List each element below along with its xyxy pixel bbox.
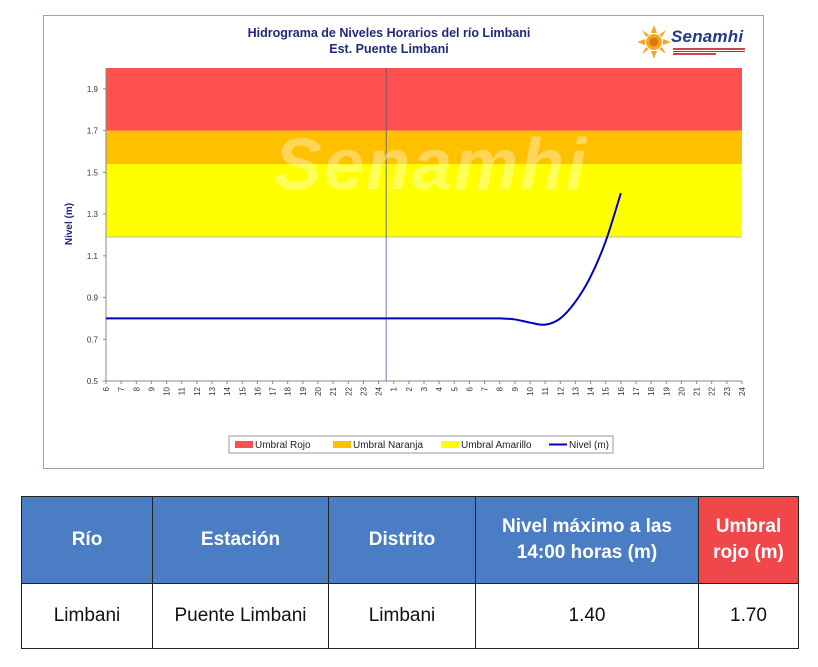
x-tick-label-1: 7 <box>117 386 126 391</box>
y-tick-label-4: 1.3 <box>87 210 99 219</box>
x-tick-label-24: 6 <box>465 386 474 391</box>
x-tick-label-33: 15 <box>602 386 611 395</box>
y-tick-label-1: 0.7 <box>87 335 99 344</box>
y-tick-label-6: 1.7 <box>87 127 99 136</box>
chart-title: Hidrograma de Niveles Horarios del río L… <box>248 26 531 40</box>
x-tick-label-11: 17 <box>269 386 278 395</box>
chart-frame: Hidrograma de Niveles Horarios del río L… <box>43 15 764 469</box>
legend-box <box>228 435 614 454</box>
x-tick-label-40: 22 <box>708 386 717 395</box>
x-tick-label-5: 11 <box>178 386 187 395</box>
legend-swatch-0 <box>235 441 253 448</box>
logo-wordmark: Senamhi <box>671 27 744 46</box>
x-tick-label-29: 11 <box>541 386 550 395</box>
cell-estacion: Puente Limbani <box>152 583 329 649</box>
sun-logo-icon <box>637 25 671 59</box>
y-tick-label-2: 0.9 <box>87 294 99 303</box>
x-tick-label-28: 10 <box>526 386 535 395</box>
legend-label-0: Umbral Rojo <box>255 440 311 451</box>
x-tick-label-39: 21 <box>693 386 702 395</box>
hydrograph-chart: Hidrograma de Niveles Horarios del río L… <box>64 26 747 454</box>
header-rio: Río <box>21 496 153 584</box>
x-tick-label-16: 22 <box>344 386 353 395</box>
x-tick-label-38: 20 <box>677 386 686 395</box>
x-tick-label-3: 9 <box>147 386 156 391</box>
table-row: Limbani Puente Limbani Limbani 1.40 1.70 <box>21 583 799 649</box>
cell-umbral-rojo: 1.70 <box>698 583 799 649</box>
header-distrito: Distrito <box>328 496 476 584</box>
logo-subtitle-lines <box>673 48 745 55</box>
legend-label-2: Umbral Amarillo <box>461 440 532 451</box>
x-tick-label-18: 24 <box>375 386 384 395</box>
x-tick-label-35: 17 <box>632 386 641 395</box>
x-tick-label-27: 9 <box>511 386 520 391</box>
cell-rio: Limbani <box>21 583 153 649</box>
senamhi-logo: Senamhi <box>637 24 747 62</box>
cell-nivel-maximo: 1.40 <box>475 583 699 649</box>
x-tick-label-13: 19 <box>299 386 308 395</box>
x-tick-label-41: 23 <box>723 386 732 395</box>
x-tick-label-8: 14 <box>223 386 232 395</box>
y-tick-label-7: 1.9 <box>87 85 99 94</box>
chart-subtitle: Est. Puente Limbani <box>329 42 448 56</box>
legend-label-1: Umbral Naranja <box>353 440 423 451</box>
legend-swatch-1 <box>333 441 351 448</box>
x-tick-label-7: 13 <box>208 386 217 395</box>
cell-distrito: Limbani <box>328 583 476 649</box>
x-tick-label-4: 10 <box>163 386 172 395</box>
threshold-band-1 <box>106 130 742 164</box>
legend-swatch-2 <box>441 441 459 448</box>
x-tick-label-2: 8 <box>132 386 141 391</box>
x-tick-label-21: 3 <box>420 386 429 391</box>
x-tick-label-6: 12 <box>193 386 202 395</box>
x-tick-label-42: 24 <box>738 386 747 395</box>
x-tick-label-20: 2 <box>405 386 414 391</box>
x-tick-label-14: 20 <box>314 386 323 395</box>
x-tick-label-37: 19 <box>662 386 671 395</box>
y-tick-label-5: 1.5 <box>87 168 99 177</box>
x-tick-label-30: 12 <box>556 386 565 395</box>
x-tick-label-32: 14 <box>587 386 596 395</box>
x-tick-label-36: 18 <box>647 386 656 395</box>
river-level-table: Río Estación Distrito Nivel máximo a las… <box>21 496 799 649</box>
x-tick-label-31: 13 <box>571 386 580 395</box>
header-estacion: Estación <box>152 496 329 584</box>
header-nivel-maximo: Nivel máximo a las 14:00 horas (m) <box>475 496 699 584</box>
legend-label-3: Nivel (m) <box>569 440 609 451</box>
x-tick-label-10: 16 <box>253 386 262 395</box>
y-axis-label: Nivel (m) <box>64 203 75 245</box>
x-tick-label-9: 15 <box>238 386 247 395</box>
x-tick-label-19: 1 <box>390 386 399 391</box>
series-line-nivel <box>105 192 622 326</box>
x-tick-label-0: 6 <box>102 386 111 391</box>
x-tick-label-15: 21 <box>329 386 338 395</box>
x-tick-label-23: 5 <box>450 386 459 391</box>
header-umbral-rojo: Umbral rojo (m) <box>698 496 799 584</box>
y-tick-label-0: 0.5 <box>87 377 99 386</box>
x-tick-label-12: 18 <box>284 386 293 395</box>
x-tick-label-22: 4 <box>435 386 444 391</box>
threshold-band-2 <box>106 163 742 238</box>
x-tick-label-25: 7 <box>481 386 490 391</box>
table-header-row: Río Estación Distrito Nivel máximo a las… <box>21 496 799 584</box>
y-tick-label-3: 1.1 <box>87 252 99 261</box>
x-tick-label-17: 23 <box>359 386 368 395</box>
x-tick-label-26: 8 <box>496 386 505 391</box>
x-tick-label-34: 16 <box>617 386 626 395</box>
threshold-band-0 <box>106 68 742 131</box>
